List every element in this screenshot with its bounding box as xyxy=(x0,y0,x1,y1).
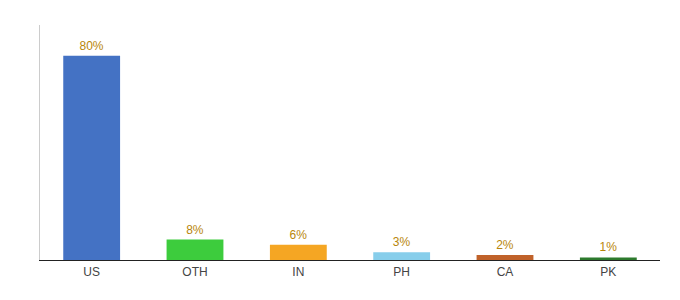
svg-text:OTH: OTH xyxy=(182,265,207,279)
svg-text:80%: 80% xyxy=(79,39,103,53)
svg-text:IN: IN xyxy=(292,265,304,279)
svg-text:2%: 2% xyxy=(496,238,514,252)
svg-text:1%: 1% xyxy=(599,240,617,254)
svg-text:PK: PK xyxy=(600,265,616,279)
svg-text:CA: CA xyxy=(497,265,514,279)
svg-text:3%: 3% xyxy=(393,235,411,249)
svg-text:US: US xyxy=(83,265,100,279)
svg-text:6%: 6% xyxy=(289,228,307,242)
svg-text:PH: PH xyxy=(393,265,410,279)
svg-text:8%: 8% xyxy=(186,223,204,237)
